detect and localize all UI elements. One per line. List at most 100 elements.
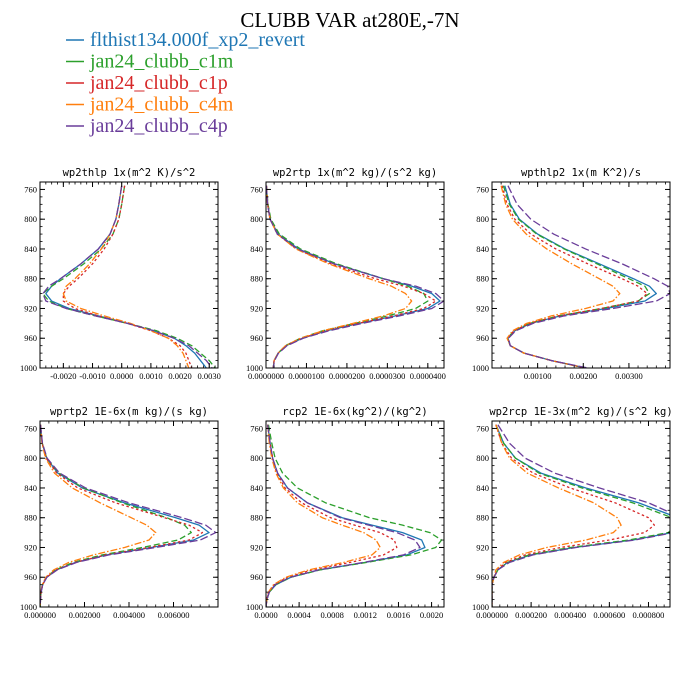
y-tick-label: 880 (476, 274, 489, 284)
figure-title: CLUBB VAR at280E,-7N (240, 8, 459, 32)
y-tick-label: 960 (24, 333, 37, 343)
x-tick-label: 0.000000 (24, 610, 56, 620)
x-tick-label: 0.0020 (168, 371, 191, 381)
y-tick-label: 760 (476, 184, 489, 194)
series-group (266, 185, 444, 368)
x-tick-label: 0.0030 (198, 371, 221, 381)
plot-frame (265, 181, 445, 369)
series-line (266, 424, 426, 607)
panel-5: rcp2 1E-6x(kg^2)/(kg^2) 760 800 840 880 920 96… (246, 406, 445, 620)
series-line (266, 185, 437, 368)
series-line (492, 424, 622, 607)
panel-1: wp2thlp 1x(m^2 K)/s^2 760 800 840 880 920 960 1… (20, 167, 221, 381)
y-tick-label: 800 (250, 453, 263, 463)
y-tick-label: 960 (24, 572, 37, 582)
legend-entry: jan24_clubb_c1m (66, 51, 234, 73)
plot-frame (491, 181, 671, 369)
y-tick-label: 840 (24, 244, 37, 254)
series-line (492, 424, 655, 607)
x-tick-label: 0.0000400 (410, 371, 446, 381)
panel-title: wprtp2 1E-6x(m kg)/(s kg) (50, 406, 208, 418)
series-line (40, 424, 204, 607)
x-tick-label: 0.0000300 (369, 371, 405, 381)
x-tick-label: 0.006000 (158, 610, 190, 620)
y-tick-label: 800 (476, 453, 489, 463)
panel-title: wp2rtp 1x(m^2 kg)/(s^2 kg) (273, 167, 437, 179)
series-line (492, 424, 670, 607)
x-tick-label: 0.0000000 (248, 371, 284, 381)
y-tick-label: 840 (476, 244, 489, 254)
y-tick-label: 760 (476, 423, 489, 433)
panel-grid: wp2thlp 1x(m^2 K)/s^2 760 800 840 880 920 960 1… (20, 167, 673, 620)
y-tick-label: 880 (250, 274, 263, 284)
series-line (266, 185, 444, 368)
series-line (42, 185, 213, 368)
legend-entry: flthist134.000f_xp2_revert (66, 29, 305, 51)
x-tick-label: -0.0020 (50, 371, 76, 381)
y-tick-label: 960 (476, 572, 489, 582)
y-tick-label: 760 (250, 184, 263, 194)
series-line (500, 185, 621, 368)
y-tick-label: 760 (24, 184, 37, 194)
y-tick-label: 800 (24, 453, 37, 463)
x-tick-label: 0.0000 (110, 371, 133, 381)
x-tick-label: 0.0012 (354, 610, 377, 620)
y-tick-label: 920 (24, 542, 37, 552)
x-tick-label: 0.00300 (615, 371, 643, 381)
y-tick-label: 880 (250, 513, 263, 523)
series-group (266, 424, 443, 607)
y-tick-label: 960 (476, 333, 489, 343)
plot-frame (39, 420, 219, 608)
panel-6: wp2rcp 1E-3x(m^2 kg)/(s^2 kg)760 800 840 88… (472, 406, 673, 620)
legend-label: jan24_clubb_c4p (89, 115, 228, 137)
series-group (40, 424, 217, 607)
legend-entry: jan24_clubb_c4m (66, 94, 234, 116)
series-line (62, 185, 190, 368)
panel-4: wprtp2 1E-6x(m kg)/(s kg) 760 800 840 880 920… (20, 406, 219, 620)
x-tick-label: 0.002000 (69, 610, 101, 620)
series-group (42, 185, 216, 368)
series-line (501, 185, 648, 368)
y-tick-label: 920 (476, 303, 489, 313)
x-tick-label: 0.000400 (554, 610, 586, 620)
y-tick-label: 840 (250, 244, 263, 254)
x-tick-label: 0.0004 (287, 610, 311, 620)
y-tick-label: 1000 (472, 363, 489, 373)
y-tick-label: 880 (24, 274, 37, 284)
plot-frame (39, 181, 219, 369)
plot-frame (491, 420, 671, 608)
x-tick-label: 0.000000 (476, 610, 508, 620)
x-tick-label: 0.0000200 (329, 371, 365, 381)
y-tick-label: 840 (476, 483, 489, 493)
x-tick-label: 0.00100 (524, 371, 552, 381)
x-tick-label: 0.000800 (633, 610, 665, 620)
x-tick-label: 0.0000100 (288, 371, 324, 381)
series-line (266, 424, 421, 607)
panel-title: wp2rcp 1E-3x(m^2 kg)/(s^2 kg) (489, 406, 672, 418)
y-tick-label: 920 (24, 303, 37, 313)
panel-2: wp2rtp 1x(m^2 kg)/(s^2 kg) 760 800 840 880 92… (246, 167, 446, 381)
series-line (266, 424, 443, 607)
series-line (492, 424, 670, 607)
y-tick-label: 920 (476, 542, 489, 552)
series-group (492, 424, 670, 607)
y-tick-label: 960 (250, 333, 263, 343)
y-tick-label: 920 (250, 303, 263, 313)
y-tick-label: 1000 (472, 602, 489, 612)
series-line (40, 424, 157, 607)
series-line (62, 185, 193, 368)
series-line (502, 185, 651, 368)
series-line (266, 185, 429, 368)
y-tick-label: 800 (476, 214, 489, 224)
legend-label: jan24_clubb_c1p (89, 72, 228, 94)
series-line (266, 424, 381, 607)
panel-title: rcp2 1E-6x(kg^2)/(kg^2) (282, 406, 427, 418)
series-line (40, 424, 217, 607)
y-tick-label: 760 (24, 423, 37, 433)
legend-entry: jan24_clubb_c4p (66, 115, 228, 137)
series-group (500, 185, 670, 368)
x-tick-label: 0.0020 (420, 610, 443, 620)
x-tick-label: 0.0000 (254, 610, 277, 620)
legend-label: flthist134.000f_xp2_revert (90, 29, 305, 51)
y-tick-label: 800 (24, 214, 37, 224)
